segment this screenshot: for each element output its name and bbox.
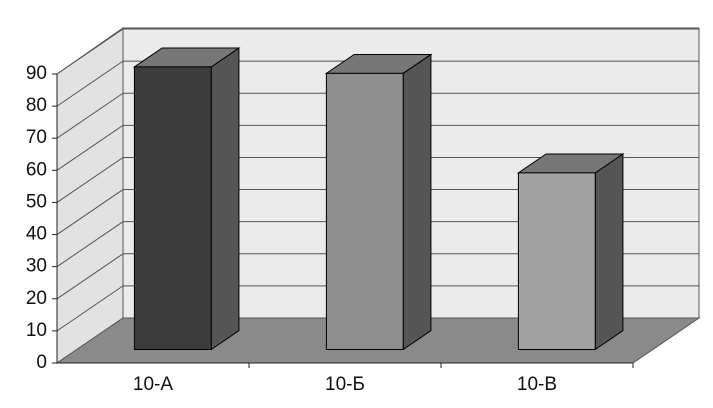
y-tick-label: 90 <box>26 63 47 84</box>
bar <box>517 172 596 350</box>
bar <box>133 66 212 350</box>
grid-line <box>56 28 699 75</box>
y-tick-label: 30 <box>26 256 47 277</box>
y-tick-label: 60 <box>26 159 47 180</box>
y-tick-label: 40 <box>26 224 47 245</box>
grid-line <box>56 253 699 300</box>
y-tick-label: 70 <box>26 127 47 148</box>
y-tick-label: 50 <box>26 191 47 212</box>
grid-line <box>56 189 699 235</box>
x-tick-label: 10-Б <box>325 374 365 395</box>
grid-line <box>56 92 699 139</box>
y-tick-label: 10 <box>26 320 47 341</box>
bar <box>325 72 404 350</box>
grid-line <box>56 285 699 332</box>
bar-side <box>402 53 432 351</box>
grid-line <box>56 156 699 203</box>
grid-line <box>56 124 699 171</box>
x-tick-label: 10-А <box>133 374 173 395</box>
y-tick-label: 20 <box>26 288 47 309</box>
bar-side <box>210 47 240 351</box>
y-tick-label: 0 <box>36 352 47 373</box>
y-tick-label: 80 <box>26 95 47 116</box>
grid-line <box>56 221 699 268</box>
grid-line <box>56 60 699 107</box>
bar-side <box>594 153 624 351</box>
x-tick-label: 10-В <box>517 374 557 395</box>
